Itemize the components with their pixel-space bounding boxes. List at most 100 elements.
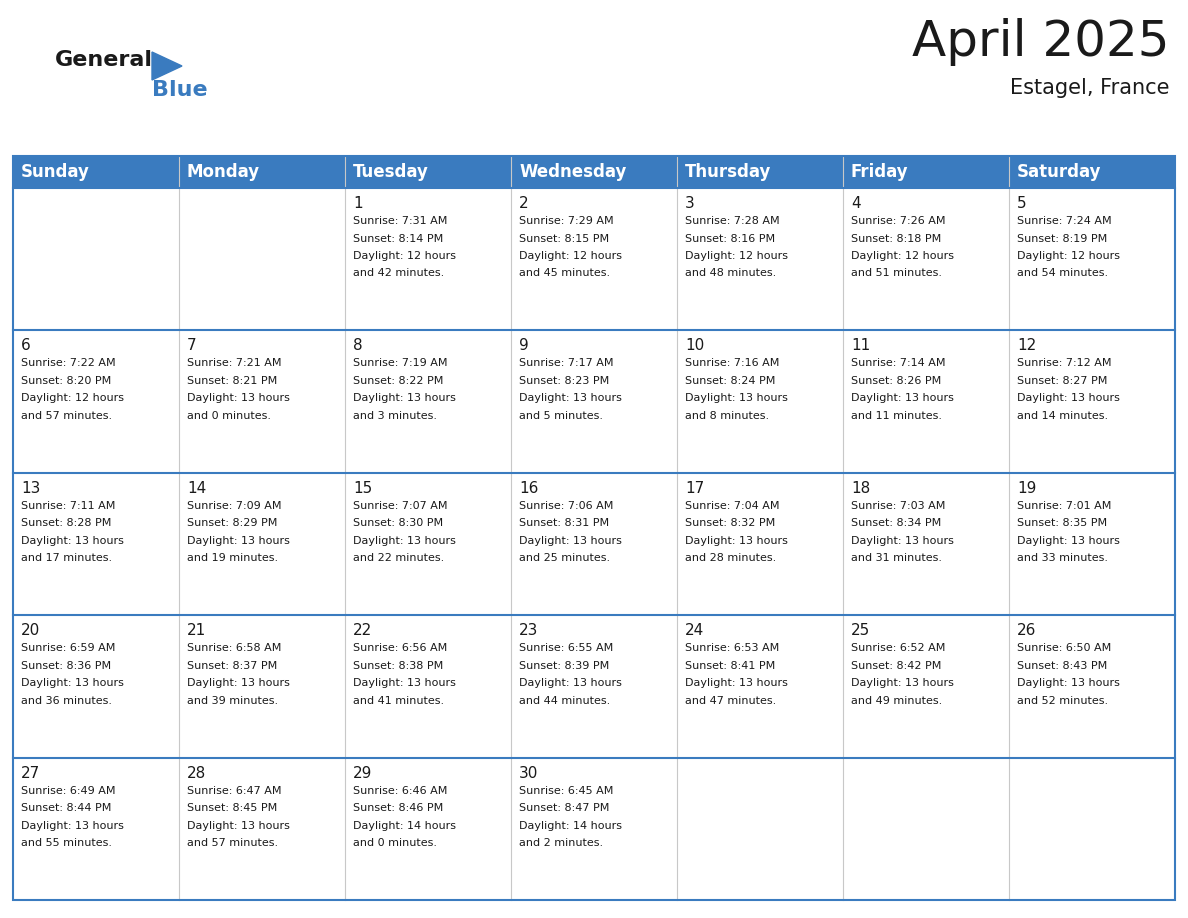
Text: Friday: Friday bbox=[851, 163, 909, 181]
Text: and 42 minutes.: and 42 minutes. bbox=[353, 268, 444, 278]
Text: Sunrise: 6:59 AM: Sunrise: 6:59 AM bbox=[21, 644, 115, 654]
Text: Daylight: 12 hours: Daylight: 12 hours bbox=[21, 394, 124, 403]
Text: Sunrise: 6:45 AM: Sunrise: 6:45 AM bbox=[519, 786, 613, 796]
Text: 17: 17 bbox=[685, 481, 704, 496]
Text: Daylight: 13 hours: Daylight: 13 hours bbox=[851, 678, 954, 688]
Bar bbox=[13, 156, 1175, 900]
Text: Sunrise: 7:14 AM: Sunrise: 7:14 AM bbox=[851, 358, 946, 368]
Text: Sunset: 8:46 PM: Sunset: 8:46 PM bbox=[353, 803, 443, 813]
Text: and 54 minutes.: and 54 minutes. bbox=[1017, 268, 1108, 278]
Text: Sunset: 8:18 PM: Sunset: 8:18 PM bbox=[851, 233, 941, 243]
Text: Sunrise: 7:09 AM: Sunrise: 7:09 AM bbox=[187, 501, 282, 510]
Text: Sunset: 8:32 PM: Sunset: 8:32 PM bbox=[685, 519, 776, 528]
Bar bbox=[843, 156, 1009, 188]
Text: Sunset: 8:38 PM: Sunset: 8:38 PM bbox=[353, 661, 443, 671]
Text: Daylight: 12 hours: Daylight: 12 hours bbox=[519, 251, 623, 261]
Text: 16: 16 bbox=[519, 481, 538, 496]
Text: and 45 minutes.: and 45 minutes. bbox=[519, 268, 611, 278]
Text: Thursday: Thursday bbox=[685, 163, 771, 181]
Text: Sunrise: 7:06 AM: Sunrise: 7:06 AM bbox=[519, 501, 613, 510]
Text: and 33 minutes.: and 33 minutes. bbox=[1017, 554, 1108, 564]
Bar bbox=[511, 156, 677, 188]
Text: Daylight: 13 hours: Daylight: 13 hours bbox=[187, 536, 290, 546]
Text: 3: 3 bbox=[685, 196, 695, 211]
Text: and 22 minutes.: and 22 minutes. bbox=[353, 554, 444, 564]
Text: Sunset: 8:26 PM: Sunset: 8:26 PM bbox=[851, 375, 941, 386]
Text: Sunrise: 7:01 AM: Sunrise: 7:01 AM bbox=[1017, 501, 1112, 510]
Text: Sunset: 8:43 PM: Sunset: 8:43 PM bbox=[1017, 661, 1107, 671]
Text: Sunrise: 6:53 AM: Sunrise: 6:53 AM bbox=[685, 644, 779, 654]
Text: and 3 minutes.: and 3 minutes. bbox=[353, 411, 437, 420]
Text: Sunset: 8:45 PM: Sunset: 8:45 PM bbox=[187, 803, 277, 813]
Text: and 57 minutes.: and 57 minutes. bbox=[187, 838, 278, 848]
Text: 14: 14 bbox=[187, 481, 207, 496]
Text: Daylight: 13 hours: Daylight: 13 hours bbox=[685, 536, 788, 546]
Text: Sunset: 8:19 PM: Sunset: 8:19 PM bbox=[1017, 233, 1107, 243]
Text: Sunset: 8:36 PM: Sunset: 8:36 PM bbox=[21, 661, 112, 671]
Text: Saturday: Saturday bbox=[1017, 163, 1101, 181]
Text: Sunset: 8:31 PM: Sunset: 8:31 PM bbox=[519, 519, 609, 528]
Text: and 47 minutes.: and 47 minutes. bbox=[685, 696, 776, 706]
Text: and 41 minutes.: and 41 minutes. bbox=[353, 696, 444, 706]
Text: Daylight: 13 hours: Daylight: 13 hours bbox=[353, 678, 456, 688]
Text: 26: 26 bbox=[1017, 623, 1036, 638]
Text: Sunrise: 7:11 AM: Sunrise: 7:11 AM bbox=[21, 501, 115, 510]
Text: Daylight: 13 hours: Daylight: 13 hours bbox=[519, 678, 621, 688]
Text: Sunrise: 6:55 AM: Sunrise: 6:55 AM bbox=[519, 644, 613, 654]
Text: 2: 2 bbox=[519, 196, 529, 211]
Text: and 39 minutes.: and 39 minutes. bbox=[187, 696, 278, 706]
Text: Sunrise: 7:03 AM: Sunrise: 7:03 AM bbox=[851, 501, 946, 510]
Text: Sunset: 8:47 PM: Sunset: 8:47 PM bbox=[519, 803, 609, 813]
Bar bbox=[677, 156, 843, 188]
Text: Sunrise: 7:16 AM: Sunrise: 7:16 AM bbox=[685, 358, 779, 368]
Text: Daylight: 14 hours: Daylight: 14 hours bbox=[353, 821, 456, 831]
Text: Sunday: Sunday bbox=[21, 163, 90, 181]
Text: Daylight: 13 hours: Daylight: 13 hours bbox=[187, 821, 290, 831]
Text: Sunrise: 6:46 AM: Sunrise: 6:46 AM bbox=[353, 786, 448, 796]
Text: Sunrise: 6:49 AM: Sunrise: 6:49 AM bbox=[21, 786, 115, 796]
Text: Sunset: 8:34 PM: Sunset: 8:34 PM bbox=[851, 519, 941, 528]
Text: April 2025: April 2025 bbox=[912, 18, 1170, 66]
Text: Daylight: 13 hours: Daylight: 13 hours bbox=[187, 678, 290, 688]
Text: Sunrise: 6:50 AM: Sunrise: 6:50 AM bbox=[1017, 644, 1111, 654]
Text: Sunrise: 7:21 AM: Sunrise: 7:21 AM bbox=[187, 358, 282, 368]
Text: 12: 12 bbox=[1017, 339, 1036, 353]
Text: Sunset: 8:27 PM: Sunset: 8:27 PM bbox=[1017, 375, 1107, 386]
Text: Sunrise: 7:24 AM: Sunrise: 7:24 AM bbox=[1017, 216, 1112, 226]
Text: Sunrise: 7:12 AM: Sunrise: 7:12 AM bbox=[1017, 358, 1112, 368]
Text: Daylight: 12 hours: Daylight: 12 hours bbox=[851, 251, 954, 261]
Text: Daylight: 13 hours: Daylight: 13 hours bbox=[21, 678, 124, 688]
Text: Sunrise: 7:28 AM: Sunrise: 7:28 AM bbox=[685, 216, 779, 226]
Text: Sunrise: 7:31 AM: Sunrise: 7:31 AM bbox=[353, 216, 448, 226]
Text: Sunset: 8:21 PM: Sunset: 8:21 PM bbox=[187, 375, 277, 386]
Bar bbox=[13, 156, 179, 188]
Text: Daylight: 12 hours: Daylight: 12 hours bbox=[1017, 251, 1120, 261]
Text: and 25 minutes.: and 25 minutes. bbox=[519, 554, 611, 564]
Text: and 31 minutes.: and 31 minutes. bbox=[851, 554, 942, 564]
Text: Daylight: 13 hours: Daylight: 13 hours bbox=[685, 394, 788, 403]
Text: Daylight: 12 hours: Daylight: 12 hours bbox=[353, 251, 456, 261]
Text: 30: 30 bbox=[519, 766, 538, 780]
Text: Sunset: 8:22 PM: Sunset: 8:22 PM bbox=[353, 375, 443, 386]
Text: Sunrise: 6:56 AM: Sunrise: 6:56 AM bbox=[353, 644, 447, 654]
Text: Sunset: 8:30 PM: Sunset: 8:30 PM bbox=[353, 519, 443, 528]
Text: 13: 13 bbox=[21, 481, 40, 496]
Text: 18: 18 bbox=[851, 481, 871, 496]
Text: Daylight: 13 hours: Daylight: 13 hours bbox=[851, 394, 954, 403]
Text: Sunset: 8:20 PM: Sunset: 8:20 PM bbox=[21, 375, 112, 386]
Bar bbox=[179, 156, 345, 188]
Text: 5: 5 bbox=[1017, 196, 1026, 211]
Bar bbox=[1009, 156, 1175, 188]
Text: and 0 minutes.: and 0 minutes. bbox=[353, 838, 437, 848]
Text: Sunset: 8:41 PM: Sunset: 8:41 PM bbox=[685, 661, 776, 671]
Text: 4: 4 bbox=[851, 196, 860, 211]
Text: and 0 minutes.: and 0 minutes. bbox=[187, 411, 271, 420]
Text: General: General bbox=[55, 50, 153, 70]
Text: Sunset: 8:29 PM: Sunset: 8:29 PM bbox=[187, 519, 277, 528]
Text: Daylight: 13 hours: Daylight: 13 hours bbox=[1017, 678, 1120, 688]
Text: Sunset: 8:14 PM: Sunset: 8:14 PM bbox=[353, 233, 443, 243]
Text: Sunset: 8:37 PM: Sunset: 8:37 PM bbox=[187, 661, 277, 671]
Text: Sunset: 8:15 PM: Sunset: 8:15 PM bbox=[519, 233, 609, 243]
Text: and 11 minutes.: and 11 minutes. bbox=[851, 411, 942, 420]
Text: Daylight: 13 hours: Daylight: 13 hours bbox=[685, 678, 788, 688]
